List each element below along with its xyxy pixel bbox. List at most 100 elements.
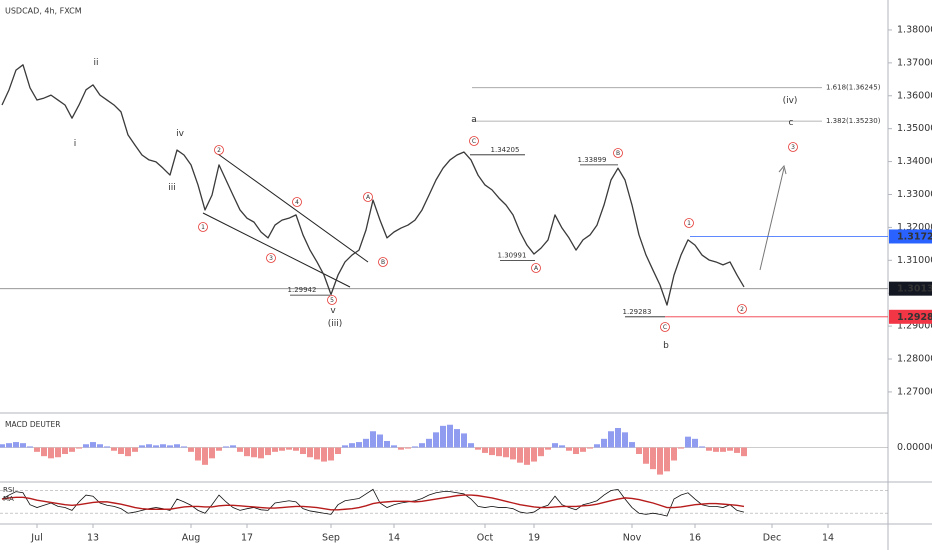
x-tick-label: 14: [388, 533, 400, 544]
macd-bar: [398, 447, 404, 450]
macd-bar: [636, 447, 642, 454]
legend-label: RSI: [3, 486, 14, 494]
y-tick-label: 1.28000: [897, 354, 932, 365]
macd-bar: [111, 447, 117, 451]
macd-bar: [139, 445, 145, 448]
price-badge-label: 1.30138: [897, 284, 932, 295]
wave-circle: [531, 263, 541, 273]
macd-bar: [489, 447, 495, 456]
fib-label: 1.618(1.36245): [826, 84, 881, 92]
price-line-series: [1, 64, 745, 306]
macd-bar: [69, 447, 75, 452]
macd-bar: [475, 447, 481, 450]
symbol-title: USDCAD, 4h, FXCM: [5, 7, 82, 16]
wave-label: (iv): [783, 96, 798, 106]
wave-label: iv: [176, 129, 185, 139]
macd-bar: [349, 443, 355, 448]
macd-bar: [608, 431, 614, 448]
macd-bar: [727, 447, 733, 451]
note-label: 1.29942: [288, 286, 317, 294]
macd-bar: [209, 447, 215, 459]
wave-label: 1: [201, 224, 205, 231]
wave-label: b: [663, 341, 669, 351]
macd-bar: [230, 445, 236, 448]
wave-circle: [266, 253, 276, 263]
y-tick-label: 1.35000: [897, 123, 932, 134]
price-pane: [0, 64, 888, 318]
price-badge: [889, 309, 932, 324]
macd-bar: [202, 447, 208, 465]
wave-label: i: [74, 139, 77, 149]
wave-label: 3: [269, 255, 273, 262]
y-tick-label: 1.27000: [897, 386, 932, 397]
wave-circle: [378, 257, 388, 267]
legend-label: MA: [3, 495, 14, 503]
macd-bar: [384, 441, 390, 448]
macd-bar: [391, 445, 397, 448]
macd-bar: [545, 447, 551, 450]
wave-label: c: [789, 118, 794, 128]
note-label: 1.33899: [578, 156, 607, 164]
macd-bar: [265, 447, 271, 456]
macd-bar: [552, 443, 558, 448]
projection-arrow: [759, 167, 785, 271]
rsi-series: [1, 494, 745, 511]
x-tick-label: 19: [528, 533, 540, 544]
x-tick-label: 14: [822, 533, 834, 544]
y-tick-label: 1.33000: [897, 189, 932, 200]
macd-bar: [300, 447, 306, 454]
macd-bar: [622, 432, 628, 448]
macd-bar: [48, 447, 54, 459]
y-tick-label: 1.34000: [897, 156, 932, 167]
macd-bar: [559, 445, 565, 448]
x-tick-label: Aug: [182, 533, 201, 544]
wave-circle: [660, 322, 670, 332]
macd-bar: [643, 447, 649, 464]
macd-bar: [741, 447, 747, 457]
macd-bar: [181, 446, 187, 448]
macd-bar: [160, 444, 166, 448]
macd-bar: [62, 447, 68, 454]
macd-bar: [307, 447, 313, 458]
fib-label: 1.382(1.35230): [826, 117, 881, 125]
macd-bar: [615, 428, 621, 448]
macd-bar: [76, 447, 82, 449]
macd-bar: [356, 442, 362, 448]
x-tick-label: Jul: [30, 533, 42, 544]
macd-bar: [531, 447, 537, 462]
note-label: 1.30991: [498, 252, 527, 260]
x-tick-label: 17: [241, 533, 253, 544]
wave-circle: [292, 197, 302, 207]
macd-bar: [132, 447, 138, 452]
wave-circle: [684, 218, 694, 228]
macd-bar: [566, 447, 572, 451]
macd-bar: [482, 447, 488, 453]
macd-bar: [6, 443, 12, 448]
wave-label: C: [472, 138, 476, 145]
macd-bar: [118, 447, 124, 454]
wave-label: (iii): [328, 319, 343, 329]
macd-bar: [524, 447, 530, 465]
macd-bar: [272, 447, 278, 452]
macd-bar: [510, 447, 516, 460]
macd-pane: [0, 424, 888, 475]
wave-circle: [737, 304, 747, 314]
price-badge-label: 1.29283: [897, 312, 932, 323]
rsi-pane: [0, 488, 888, 517]
macd-bar: [146, 444, 152, 448]
macd-bar: [27, 446, 33, 448]
macd-bar: [34, 447, 40, 452]
y-tick-label: 1.36000: [897, 90, 932, 101]
macd-bar: [83, 444, 89, 448]
macd-bar: [433, 432, 439, 448]
macd-bar: [244, 447, 250, 457]
macd-bar: [538, 447, 544, 457]
wave-circle: [327, 295, 337, 305]
wave-label: iii: [168, 183, 176, 193]
y-tick-label: 1.32000: [897, 222, 932, 233]
y-tick-label: 0.00000: [897, 442, 932, 453]
macd-bar: [174, 444, 180, 448]
wave-label: A: [534, 265, 539, 272]
